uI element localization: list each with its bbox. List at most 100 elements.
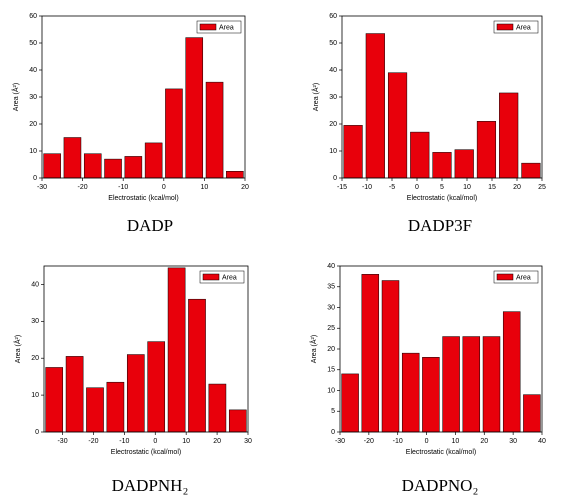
x-tick-label: 20 — [480, 438, 488, 445]
y-axis-label: Area (Å²) — [311, 83, 320, 111]
bar — [144, 142, 163, 179]
y-tick-label: 20 — [29, 121, 37, 128]
y-axis-label: Area (Å²) — [11, 83, 20, 111]
x-tick-label: -20 — [78, 184, 88, 191]
bar — [432, 152, 452, 179]
x-tick-label: -10 — [119, 438, 129, 445]
plot-frame — [43, 265, 249, 433]
y-tick-label: 40 — [329, 67, 337, 74]
legend-label: Area — [219, 24, 234, 31]
chart-caption: DADP3F — [408, 216, 472, 235]
x-tick-label: 40 — [538, 438, 546, 445]
y-tick-label: 40 — [31, 281, 39, 288]
legend-label: Area — [222, 274, 237, 281]
bar — [83, 153, 102, 179]
bar — [167, 267, 186, 433]
x-tick-label: -10 — [118, 184, 128, 191]
bar — [521, 162, 541, 179]
y-tick-label: 50 — [29, 40, 37, 47]
bar — [86, 387, 104, 433]
x-tick-label: 30 — [244, 438, 252, 445]
bar — [65, 356, 84, 433]
bar — [104, 158, 122, 179]
y-tick-label: 0 — [33, 175, 37, 182]
bar — [205, 81, 224, 179]
x-tick-label: 20 — [513, 184, 521, 191]
y-tick-label: 35 — [327, 284, 335, 291]
bar — [410, 131, 430, 179]
x-axis-label: Electrostatic (kcal/mol) — [111, 449, 181, 456]
y-tick-label: 15 — [327, 367, 335, 374]
x-tick-label: 10 — [463, 184, 471, 191]
x-tick-label: 0 — [153, 438, 157, 445]
y-tick-label: 0 — [333, 175, 337, 182]
y-tick-label: 20 — [31, 355, 39, 362]
y-tick-label: 20 — [329, 121, 337, 128]
y-tick-label: 30 — [31, 318, 39, 325]
y-tick-label: 25 — [327, 325, 335, 332]
y-tick-label: 10 — [29, 148, 37, 155]
chart-caption: DADP — [127, 216, 173, 235]
bar — [124, 156, 143, 179]
legend-swatch — [496, 273, 514, 281]
x-tick-label: 10 — [201, 184, 209, 191]
x-tick-label: -20 — [364, 438, 374, 445]
bar — [365, 33, 385, 179]
x-axis-label: Electrostatic (kcal/mol) — [108, 195, 178, 202]
bar — [45, 367, 64, 433]
y-tick-label: 10 — [31, 392, 39, 399]
bar — [228, 409, 247, 433]
bar — [188, 298, 206, 433]
bar — [147, 341, 166, 433]
y-tick-label: 60 — [29, 13, 37, 20]
bar — [106, 381, 125, 433]
legend-swatch — [496, 23, 514, 31]
bar — [43, 153, 61, 179]
x-axis-label: Electrostatic (kcal/mol) — [406, 449, 476, 456]
x-tick-label: 25 — [538, 184, 546, 191]
chart-caption: DADPNH₂ — [112, 476, 189, 495]
x-tick-label: 10 — [182, 438, 190, 445]
bar — [341, 373, 359, 433]
chart-caption: DADPNO₂ — [402, 476, 479, 495]
y-tick-label: 10 — [327, 387, 335, 394]
x-tick-label: 20 — [241, 184, 249, 191]
x-tick-label: -5 — [389, 184, 395, 191]
bar — [422, 357, 440, 433]
x-tick-label: 0 — [162, 184, 166, 191]
bar — [442, 336, 460, 433]
bar — [343, 125, 363, 179]
x-tick-label: -30 — [57, 438, 67, 445]
y-tick-label: 40 — [327, 263, 335, 270]
x-tick-label: 30 — [509, 438, 517, 445]
bar — [361, 274, 380, 433]
bar — [499, 92, 519, 179]
bar — [401, 352, 420, 433]
x-tick-label: -20 — [88, 438, 98, 445]
y-tick-label: 40 — [29, 67, 37, 74]
y-axis-label: Area (Å²) — [309, 335, 318, 363]
legend-swatch — [202, 273, 220, 281]
bar — [502, 311, 521, 433]
bar — [454, 149, 474, 179]
bar — [226, 171, 244, 179]
bar — [126, 354, 145, 433]
y-tick-label: 10 — [329, 148, 337, 155]
bar — [381, 280, 400, 433]
bar — [387, 72, 408, 179]
y-tick-label: 30 — [29, 94, 37, 101]
bar — [523, 394, 541, 433]
x-tick-label: -15 — [337, 184, 347, 191]
y-tick-label: 60 — [329, 13, 337, 20]
y-tick-label: 30 — [327, 304, 335, 311]
y-tick-label: 5 — [331, 408, 335, 415]
bar — [185, 37, 204, 179]
y-tick-label: 50 — [329, 40, 337, 47]
legend-label: Area — [516, 24, 531, 31]
legend-label: Area — [516, 274, 531, 281]
y-tick-label: 0 — [35, 429, 39, 436]
x-tick-label: 10 — [452, 438, 460, 445]
bar — [63, 137, 82, 179]
x-tick-label: 15 — [488, 184, 496, 191]
